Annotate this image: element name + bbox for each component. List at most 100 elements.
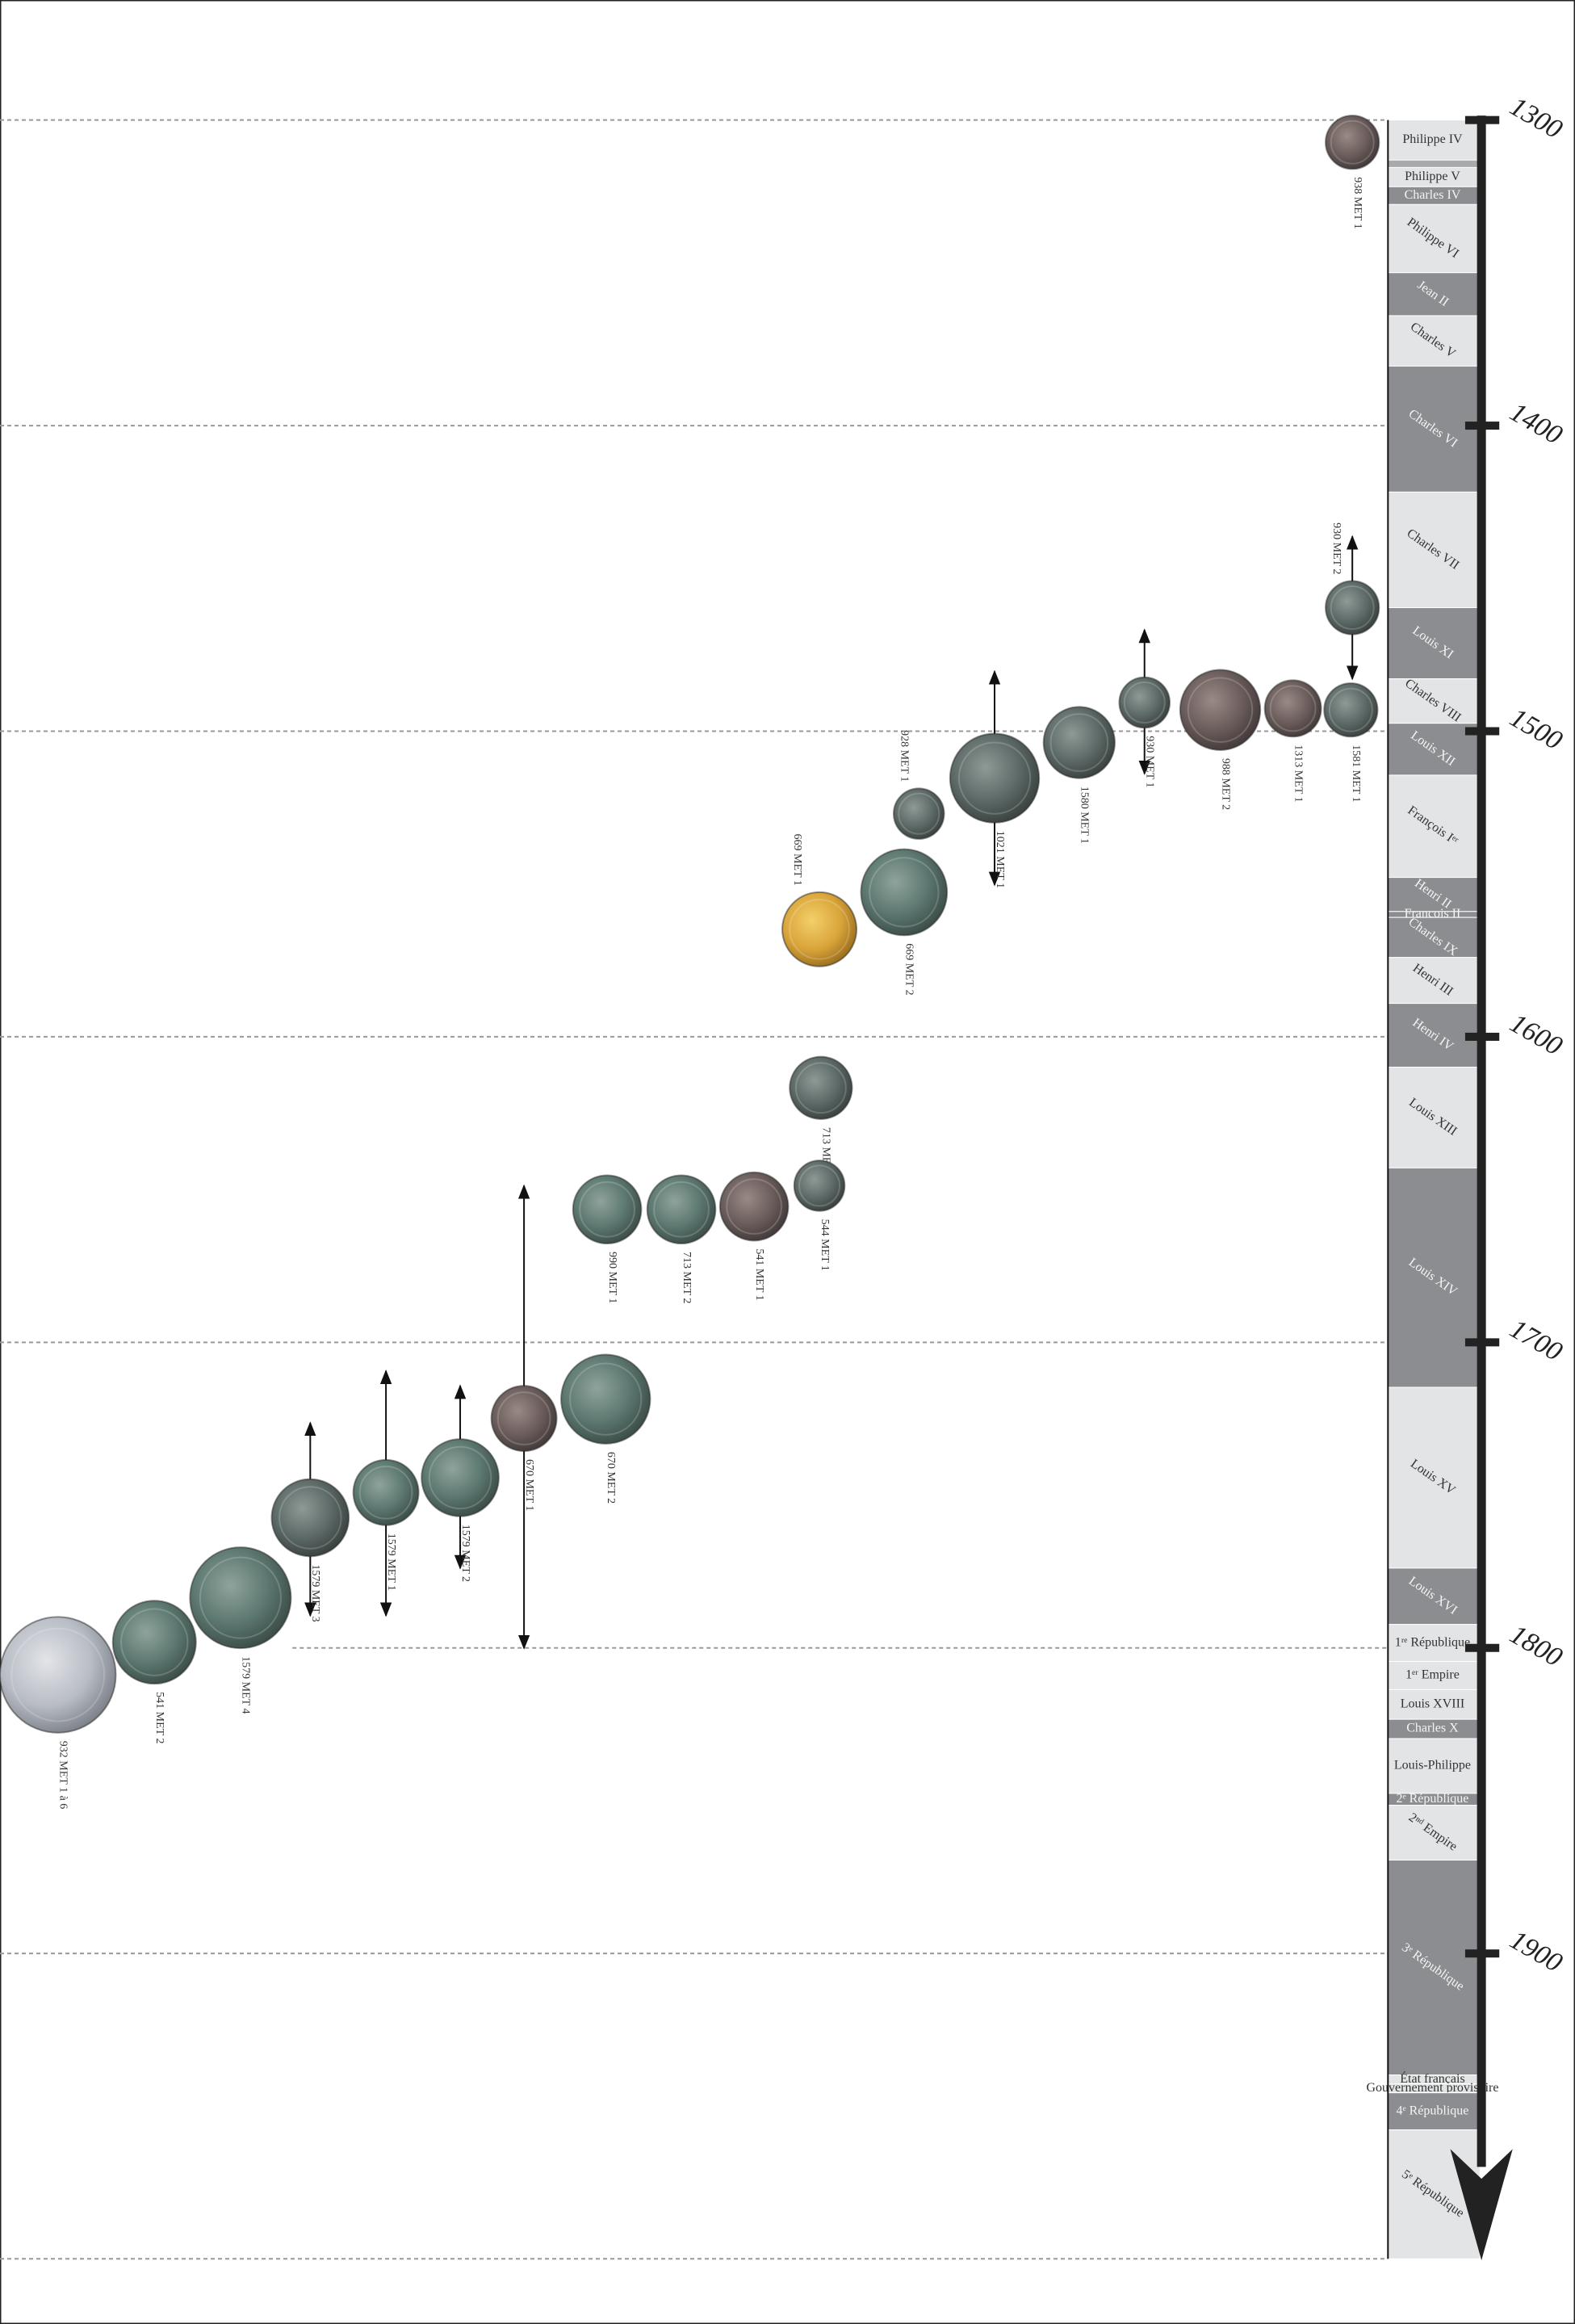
coin (421, 1438, 500, 1517)
coin-rim (798, 1164, 841, 1207)
reign-label: Gouvernement provisoire (1366, 2081, 1498, 2095)
reign-label: État français (1400, 2070, 1464, 2086)
coin (1042, 706, 1116, 779)
year-label: 1800 (1505, 1619, 1567, 1672)
coin-rim (1049, 713, 1109, 772)
coin-rim (10, 1627, 106, 1722)
coin-label: 669 MET 1 (791, 834, 803, 886)
coin-label: 938 MET 1 (1351, 177, 1363, 229)
reign-band (1388, 160, 1481, 168)
coin-rim (1330, 585, 1375, 631)
coin-label: 670 MET 1 (523, 1459, 535, 1511)
coin (572, 1174, 643, 1245)
reign-label: Louis XVIII (1401, 1697, 1465, 1710)
coin-rim (957, 741, 1032, 815)
coin (111, 1600, 197, 1685)
reign-band (1387, 1003, 1481, 1068)
coin (1323, 682, 1379, 738)
coin-rim (1330, 120, 1375, 165)
coin (560, 1353, 651, 1445)
reign-band (1387, 491, 1481, 609)
coin-label: 930 MET 2 (1330, 522, 1343, 574)
axis-tick (1464, 422, 1500, 430)
coin-label: 544 MET 1 (819, 1219, 831, 1271)
coin-rim (496, 1391, 551, 1445)
coin (270, 1478, 350, 1558)
coin-label: 669 MET 2 (903, 943, 915, 995)
coin-rim (1328, 687, 1373, 732)
coin (789, 1055, 853, 1120)
coin-label: 1579 MET 2 (459, 1525, 471, 1582)
coin (352, 1458, 420, 1526)
reign-band (1387, 1688, 1481, 1720)
coin-label: 1021 MET 1 (994, 831, 1006, 888)
coin-label: 928 MET 1 (898, 730, 910, 782)
coin-rim (1123, 681, 1166, 724)
coin-label: 1579 MET 3 (309, 1564, 321, 1621)
coin-rim (1187, 677, 1254, 743)
coin (189, 1546, 292, 1650)
axis-tick (1464, 1949, 1500, 1958)
coin-label: 990 MET 1 (606, 1252, 618, 1303)
coin (793, 1160, 846, 1212)
coin-label: 932 MET 1 à 6 (57, 1741, 69, 1810)
coin-label: 1581 MET 1 (1350, 745, 1362, 802)
reign-band (1387, 877, 1481, 912)
coin (718, 1171, 790, 1242)
coin (1325, 580, 1380, 636)
reign-label: 4ᵉ République (1397, 2104, 1469, 2117)
year-label: 1700 (1505, 1314, 1567, 1367)
coin (1263, 679, 1322, 738)
coin-rim (428, 1445, 492, 1510)
reign-label: Charles IV (1405, 188, 1461, 202)
reign-band (1387, 2092, 1481, 2131)
coin-label: 1579 MET 4 (240, 1656, 252, 1714)
coin-rim (579, 1181, 635, 1238)
coin-label: 541 MET 1 (753, 1248, 765, 1300)
reign-band (1387, 1167, 1481, 1388)
coin-rim (199, 1556, 282, 1639)
reign-label: 1ᵉʳ Empire (1405, 1668, 1460, 1682)
coin-rim (120, 1608, 189, 1676)
year-label: 1300 (1505, 91, 1567, 145)
reign-band (1387, 607, 1481, 680)
coin-label: 988 MET 2 (1219, 758, 1231, 810)
coin-label: 1580 MET 1 (1079, 787, 1091, 844)
axis-tick (1464, 1643, 1500, 1652)
coin (490, 1385, 558, 1452)
axis-tick (1464, 1032, 1500, 1041)
year-label: 1600 (1505, 1009, 1567, 1062)
coin-label: 670 MET 2 (605, 1452, 617, 1504)
axis-bar (1477, 115, 1486, 2167)
coin-rim (869, 857, 940, 928)
reign-band (1387, 1805, 1481, 1861)
coin-rim (726, 1178, 782, 1235)
year-label: 1400 (1505, 397, 1567, 451)
coin (860, 848, 949, 937)
reign-label: Philippe IV (1402, 132, 1463, 146)
coin-rim (653, 1181, 710, 1238)
reign-band (1387, 774, 1481, 879)
coin-label: 713 MET 2 (681, 1252, 693, 1303)
coin-label: 930 MET 1 (1144, 736, 1156, 787)
coin (646, 1174, 717, 1245)
reign-band (1387, 120, 1481, 161)
coin-rim (569, 1362, 643, 1436)
coin (949, 732, 1041, 824)
coin-rim (279, 1486, 342, 1550)
reign-label: Louis-Philippe (1394, 1759, 1471, 1772)
coin-rim (1269, 685, 1317, 732)
axis-tick (1464, 1338, 1500, 1347)
coin-rim (898, 792, 940, 835)
reign-band (1387, 1067, 1481, 1168)
axis-arrowhead (1450, 2149, 1513, 2261)
reign-label: Charles X (1406, 1722, 1459, 1735)
coin-label: 1313 MET 1 (1292, 745, 1304, 802)
reign-band (1387, 1661, 1481, 1690)
coin (892, 787, 945, 840)
coin-rim (794, 1062, 847, 1114)
coin (1179, 669, 1262, 751)
coin (1118, 676, 1171, 729)
year-label: 1500 (1505, 703, 1567, 756)
